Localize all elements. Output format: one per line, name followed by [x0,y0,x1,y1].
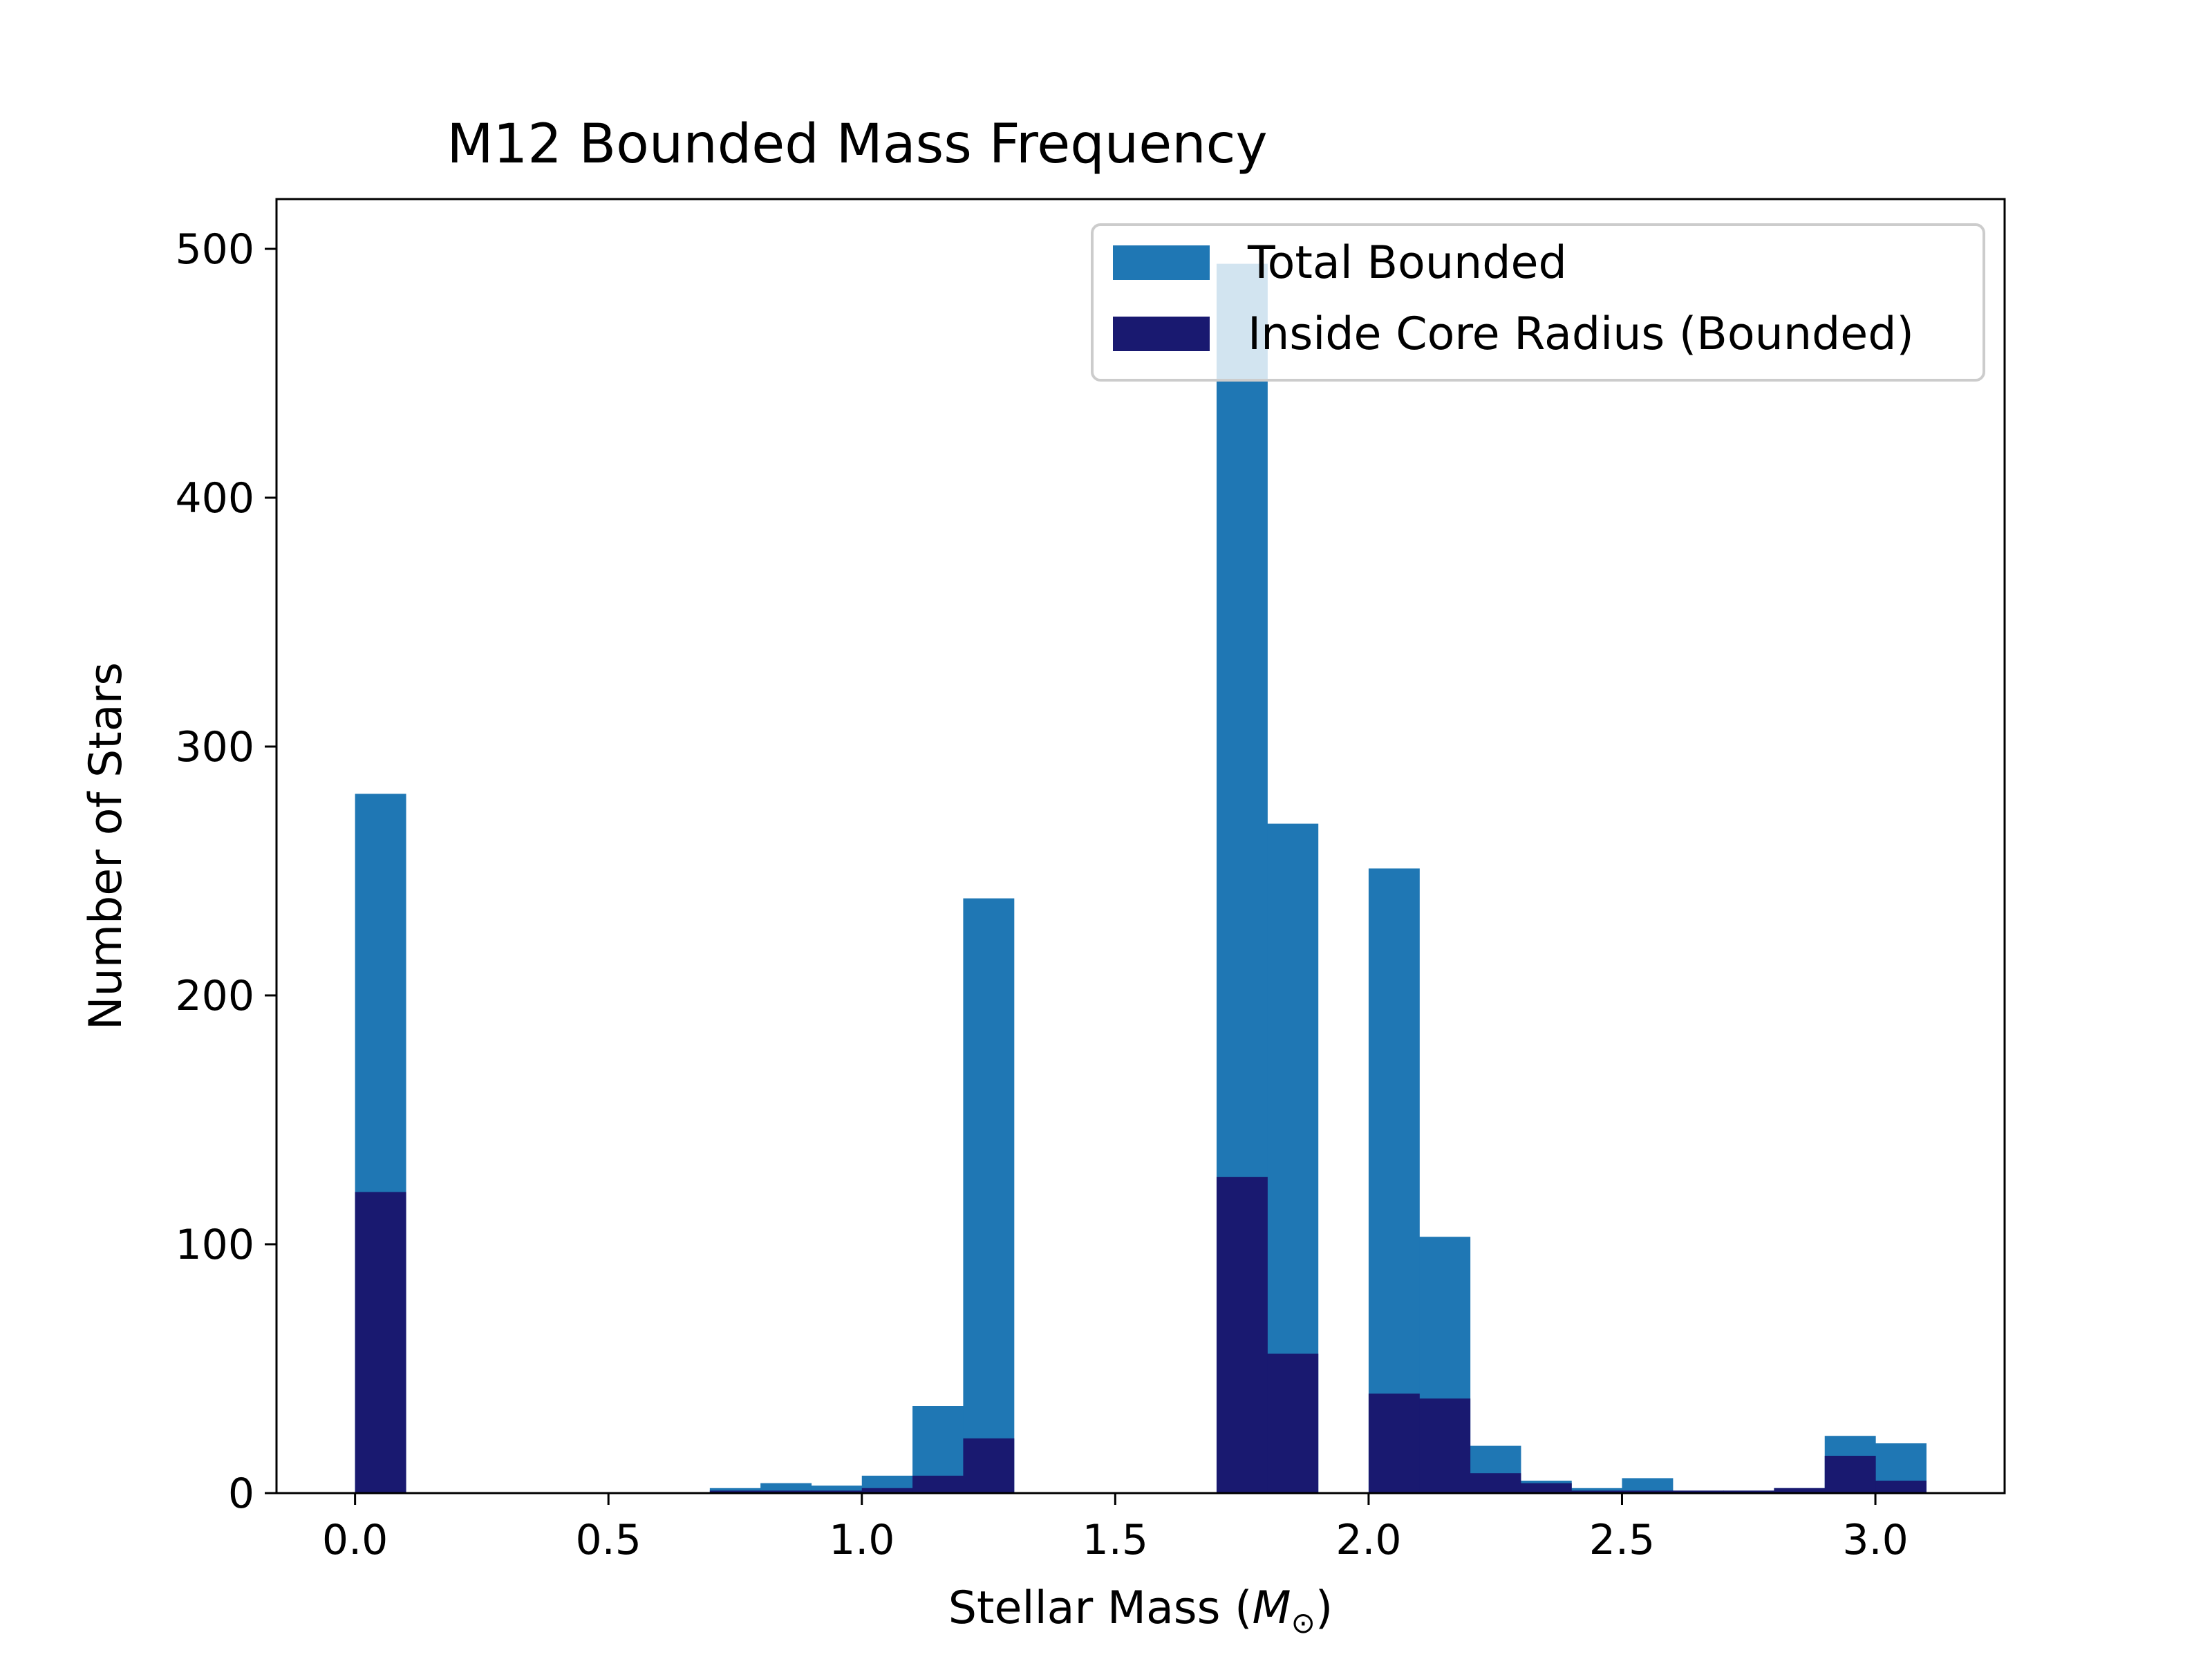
inside-core-bar-26 [1672,1490,1724,1493]
inside-core-series [355,1177,1927,1493]
inside-core-bar-17 [1216,1177,1268,1493]
y-tick-label: 0 [228,1470,254,1518]
legend-swatch-inside-core [1113,317,1210,351]
total-bounded-bar-9 [811,1485,863,1493]
y-tick-label: 400 [175,474,254,523]
legend-label-total-bounded: Total Bounded [1247,237,1567,289]
inside-core-bar-28 [1774,1488,1826,1493]
x-tick-label: 3.0 [1842,1516,1908,1564]
x-tick-label: 1.0 [829,1516,894,1564]
inside-core-bar-30 [1875,1481,1927,1493]
x-tick-label: 2.5 [1589,1516,1655,1564]
inside-core-bar-24 [1571,1490,1623,1493]
x-tick-label: 1.5 [1082,1516,1148,1564]
inside-core-bar-0 [355,1192,406,1493]
total-bounded-bar-25 [1622,1478,1674,1493]
inside-core-bar-11 [912,1475,964,1493]
x-axis-label-close: ) [1315,1582,1333,1634]
inside-core-bar-23 [1520,1483,1572,1493]
x-tick-label: 2.0 [1335,1516,1401,1564]
inside-core-bar-22 [1470,1473,1521,1493]
x-axis-ticks: 0.0 0.5 1.0 1.5 2.0 2.5 3.0 [322,1493,1909,1564]
inside-core-bar-10 [861,1488,913,1493]
inside-core-bar-7 [709,1490,761,1493]
y-tick-label: 100 [175,1221,254,1269]
plot-frame [275,198,2006,1494]
y-tick-label: 200 [175,972,254,1020]
chart-title: M12 Bounded Mass Frequency [447,113,1267,176]
inside-core-bar-8 [760,1490,812,1493]
legend-swatch-total-bounded [1113,245,1210,280]
y-axis-ticks: 0 100 200 300 400 500 [175,225,276,1518]
x-axis-label-main: Stellar Mass ( [948,1582,1253,1634]
y-tick-label: 300 [175,723,254,771]
x-axis-label: Stellar Mass (M⊙) [948,1582,1333,1640]
y-tick-label: 500 [175,225,254,274]
inside-core-bar-21 [1419,1398,1471,1493]
inside-core-bar-18 [1267,1353,1319,1493]
inside-core-bar-25 [1622,1490,1674,1493]
inside-core-bar-20 [1368,1394,1420,1493]
inside-core-bar-27 [1723,1490,1775,1493]
x-tick-label: 0.0 [322,1516,388,1564]
legend: Total Bounded Inside Core Radius (Bounde… [1091,223,1985,382]
total-bounded-bar-12 [963,898,1015,1493]
y-axis-label: Number of Stars [80,662,132,1030]
total-bounded-bar-20 [1368,868,1420,1493]
inside-core-bar-29 [1824,1456,1876,1493]
legend-label-inside-core: Inside Core Radius (Bounded) [1248,308,1914,360]
inside-core-bar-12 [963,1438,1015,1493]
legend-box [1091,223,1985,382]
x-tick-label: 0.5 [575,1516,641,1564]
x-axis-label-subscript: ⊙ [1291,1606,1315,1640]
inside-core-bar-9 [811,1490,863,1493]
x-axis-label-symbol: M [1253,1582,1291,1634]
